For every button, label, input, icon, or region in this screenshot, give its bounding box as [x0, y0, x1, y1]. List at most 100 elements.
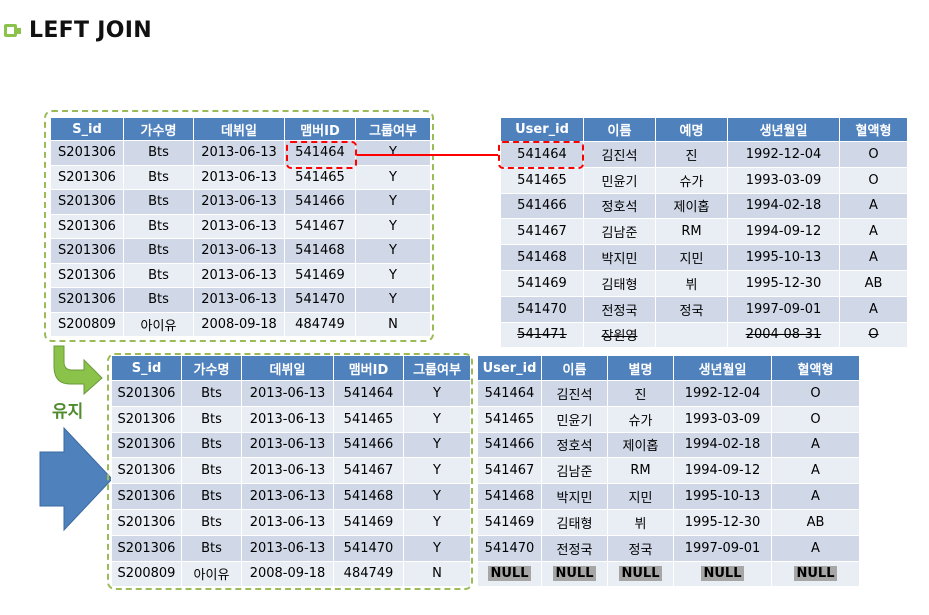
table-cell: 541469 [477, 508, 542, 536]
user-table: User_id 이름 예명 생년월일 혈액형 541464 김진석 진 1992-12-04 O… [500, 117, 908, 349]
table-cell: S201306 [111, 431, 182, 459]
title-text: LEFT JOIN [29, 18, 152, 43]
table-cell: 541470 [284, 287, 356, 313]
table-row: 541471 장원영 2004-08-31 O [500, 321, 908, 349]
keep-label: 유지 [52, 402, 84, 422]
table-cell: N [355, 311, 431, 337]
table-row: S201306 Bts 2013-06-13 541466 Y [111, 431, 471, 459]
table-cell: 541469 [500, 269, 584, 297]
table-cell: 2004-08-31 [727, 321, 840, 349]
table-cell: 정호석 [541, 431, 608, 459]
table-cell: Y [355, 238, 431, 264]
table-cell: Y [355, 287, 431, 313]
table-cell: NULL [771, 560, 860, 588]
singer-table-outline [44, 110, 434, 342]
table-cell: 김태형 [583, 269, 656, 297]
column-header: S_id [111, 355, 182, 381]
table-cell: 1994-02-18 [673, 431, 772, 459]
table-cell: RM [607, 457, 674, 485]
table-cell: AB [839, 269, 908, 297]
column-header: S_id [50, 117, 124, 141]
table-cell: 장원영 [583, 321, 656, 349]
table-row: S201306 Bts 2013-06-13 541469 Y [111, 508, 471, 536]
table-cell: S200809 [111, 560, 182, 588]
table-cell: 2013-06-13 [193, 164, 285, 190]
table-cell: S201306 [50, 287, 124, 313]
table-cell: Y [403, 431, 471, 459]
table-cell: NULL [541, 560, 608, 588]
table-cell: 정국 [607, 534, 674, 562]
table-row: NULL NULL NULL NULL NULL [477, 560, 860, 588]
table-row: 541464 김진석 진 1992-12-04 O [477, 380, 860, 407]
table-row: S201306 Bts 2013-06-13 541464 Y [111, 380, 471, 407]
column-header: 별명 [607, 355, 674, 381]
table-cell: 541465 [477, 405, 542, 433]
table-cell: 1995-10-13 [673, 483, 772, 510]
table-row: S201306 Bts 2013-06-13 541470 Y [111, 534, 471, 562]
table-cell: 지민 [655, 244, 728, 271]
column-header: 이름 [541, 355, 608, 381]
table-cell: S201306 [111, 534, 182, 562]
table-cell: 제이홉 [607, 431, 674, 459]
table-cell: O [771, 380, 860, 407]
column-header: 가수명 [123, 117, 194, 141]
table-cell: 아이유 [123, 311, 194, 337]
singer-table: S_id 가수명 데뷔일 맴버ID 그룹여부 S201306 Bts 2013-06-13 5… [50, 117, 431, 337]
table-cell: S201306 [111, 483, 182, 510]
table-row: 541467 김남준 RM 1994-09-12 A [477, 457, 860, 485]
table-cell: S201306 [111, 457, 182, 485]
table-cell: O [839, 166, 908, 194]
table-cell: 2013-06-13 [241, 431, 334, 459]
table-cell: 슈가 [607, 405, 674, 433]
table-cell: S200809 [50, 311, 124, 337]
table-cell: 김남준 [583, 218, 656, 246]
table-cell: A [839, 218, 908, 246]
table-row: S200809 아이유 2008-09-18 484749 N [111, 560, 471, 588]
table-cell: 1995-12-30 [673, 508, 772, 536]
table-cell: A [771, 431, 860, 459]
column-header: 그룹여부 [403, 355, 471, 381]
table-cell: Bts [123, 262, 194, 288]
table-cell: 541464 [333, 380, 404, 407]
table-cell: 541468 [284, 238, 356, 264]
table-cell: 2013-06-13 [241, 405, 334, 433]
table-cell: 541467 [284, 213, 356, 239]
table-cell: 484749 [333, 560, 404, 588]
result-left-outline [107, 353, 473, 590]
table-cell: S201306 [50, 189, 124, 215]
table-cell: A [839, 295, 908, 323]
table-row: 541470 전정국 정국 1997-09-01 A [500, 295, 908, 323]
table-cell: S201306 [111, 380, 182, 407]
table-cell: Bts [181, 457, 242, 485]
table-cell: A [839, 244, 908, 271]
table-row: S201306 Bts 2013-06-13 541466 Y [50, 189, 431, 215]
table-cell: Bts [181, 431, 242, 459]
table-cell: 2013-06-13 [241, 483, 334, 510]
table-cell: Y [355, 189, 431, 215]
column-header: 이름 [583, 117, 656, 142]
table-cell: 541465 [333, 405, 404, 433]
table-cell: 1993-03-09 [673, 405, 772, 433]
right-arrow-icon [39, 426, 113, 532]
table-row: 541469 김태형 뷔 1995-12-30 AB [477, 508, 860, 536]
table-cell: 김진석 [583, 141, 656, 168]
table-cell: 정호석 [583, 192, 656, 220]
table-cell: 2013-06-13 [193, 213, 285, 239]
table-cell [655, 321, 728, 349]
table-cell: 2013-06-13 [193, 189, 285, 215]
table-cell: 2013-06-13 [241, 380, 334, 407]
table-row: S200809 아이유 2008-09-18 484749 N [50, 311, 431, 337]
column-header: 생년월일 [727, 117, 840, 142]
table-cell: O [839, 321, 908, 349]
table-cell: 541470 [500, 295, 584, 323]
table-row: 541465 민윤기 슈가 1993-03-09 O [477, 405, 860, 433]
table-row: 541464 김진석 진 1992-12-04 O [500, 141, 908, 168]
table-cell: 541468 [500, 244, 584, 271]
table-row: 541466 정호석 제이홉 1994-02-18 A [477, 431, 860, 459]
table-cell: 슈가 [655, 166, 728, 194]
null-value: NULL [619, 566, 662, 582]
slide-title: LEFT JOIN [4, 18, 152, 43]
table-cell: 1994-02-18 [727, 192, 840, 220]
table-cell: 1997-09-01 [673, 534, 772, 562]
column-header: 혈액형 [839, 117, 908, 142]
